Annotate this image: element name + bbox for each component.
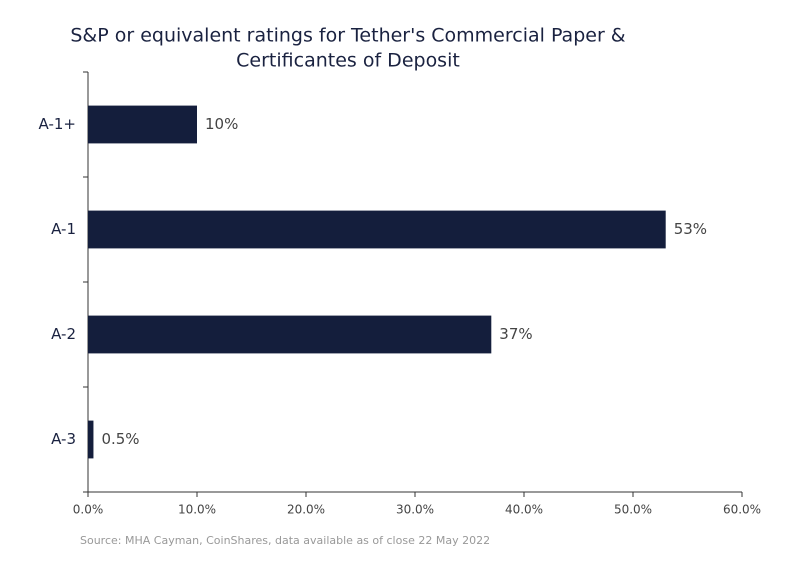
category-label: A-3 bbox=[51, 430, 76, 448]
source-note: Source: MHA Cayman, CoinShares, data ava… bbox=[80, 534, 490, 547]
x-tick-label: 30.0% bbox=[396, 503, 434, 517]
category-label: A-2 bbox=[51, 325, 76, 343]
x-tick-label: 0.0% bbox=[73, 503, 104, 517]
category-label: A-1 bbox=[51, 220, 76, 238]
chart-title: S&P or equivalent ratings for Tether's C… bbox=[70, 25, 625, 47]
x-tick-label: 60.0% bbox=[723, 503, 761, 517]
value-label: 37% bbox=[499, 325, 532, 343]
x-tick-label: 10.0% bbox=[178, 503, 216, 517]
chart-title: Certificantes of Deposit bbox=[236, 50, 460, 72]
bar bbox=[88, 105, 197, 144]
value-label: 53% bbox=[674, 220, 707, 238]
category-label: A-1+ bbox=[39, 115, 76, 133]
x-tick-label: 40.0% bbox=[505, 503, 543, 517]
x-tick-label: 20.0% bbox=[287, 503, 325, 517]
bar bbox=[88, 420, 94, 459]
value-label: 0.5% bbox=[101, 430, 139, 448]
value-label: 10% bbox=[205, 115, 238, 133]
bar bbox=[88, 210, 666, 249]
bar bbox=[88, 315, 492, 354]
x-tick-label: 50.0% bbox=[614, 503, 652, 517]
